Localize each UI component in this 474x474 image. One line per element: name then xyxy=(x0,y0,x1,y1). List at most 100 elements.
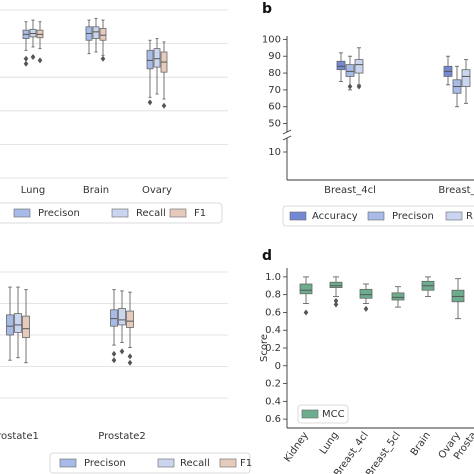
box xyxy=(99,28,107,41)
y-tick-label: 0 xyxy=(275,361,281,372)
box xyxy=(14,313,22,333)
box xyxy=(118,308,126,326)
box-plot xyxy=(99,19,107,62)
legend-label: R xyxy=(466,211,473,222)
box xyxy=(153,48,161,68)
box xyxy=(92,26,100,39)
box-plot xyxy=(299,276,313,316)
x-tick-label: Kidney xyxy=(282,430,311,464)
legend-swatch xyxy=(289,211,307,221)
y-tick-label: 100 xyxy=(262,34,281,45)
box-plot xyxy=(92,17,100,53)
legend-swatch xyxy=(301,409,319,419)
box-plot xyxy=(391,286,405,308)
legend-swatch xyxy=(367,211,385,221)
box-plot xyxy=(443,55,453,86)
y-tick-label: 0.8 xyxy=(265,290,281,301)
legend-label: Recall xyxy=(180,458,210,469)
y-axis-label: Score xyxy=(259,334,270,362)
y-tick-label: 70 xyxy=(268,85,281,96)
legend-label: Precison xyxy=(84,458,126,469)
box-plot xyxy=(6,286,14,361)
x-tick-label: rostate1 xyxy=(0,431,39,442)
outlier xyxy=(333,297,339,304)
legend-label: F1 xyxy=(194,208,206,219)
box xyxy=(299,283,313,295)
x-tick-label: Ovary xyxy=(142,185,172,196)
axis-break xyxy=(282,129,292,135)
x-tick-label: Brain xyxy=(409,430,433,458)
outlier xyxy=(111,350,117,357)
y-tick-label: 0.4 xyxy=(265,396,281,407)
x-tick-label: Lung xyxy=(318,430,341,456)
panel-letter: d xyxy=(262,248,272,264)
legend-label: Recall xyxy=(136,208,166,219)
box xyxy=(354,59,364,74)
box-plot xyxy=(461,59,471,104)
legend-label: F1 xyxy=(240,458,252,469)
outlier xyxy=(363,305,369,312)
legend-frame xyxy=(49,452,251,474)
box-plot xyxy=(421,276,435,297)
box xyxy=(6,314,14,336)
y-tick-label: 1.0 xyxy=(265,272,281,283)
box-plot xyxy=(14,286,22,359)
outlier xyxy=(119,348,125,355)
box-plot xyxy=(110,289,118,364)
y-tick-label: 90 xyxy=(268,51,281,62)
box-plot xyxy=(22,289,30,364)
axis-break xyxy=(282,135,292,141)
box xyxy=(329,281,343,288)
y-tick-label: 50 xyxy=(268,119,281,130)
box-plot xyxy=(452,65,462,108)
box xyxy=(391,292,405,301)
y-tick-label: 0.4 xyxy=(265,325,281,336)
outlier xyxy=(30,54,36,61)
box xyxy=(22,315,30,338)
outlier xyxy=(23,55,29,62)
box-plot xyxy=(354,47,364,90)
legend-swatch xyxy=(59,458,77,468)
outlier xyxy=(333,301,339,308)
legend-swatch xyxy=(169,208,187,218)
box-plot xyxy=(153,38,161,95)
y-tick-label: 0.6 xyxy=(265,307,281,318)
outlier xyxy=(127,353,133,360)
y-tick-label: 0.2 xyxy=(265,343,281,354)
box-plot xyxy=(160,41,168,109)
box-plot xyxy=(336,52,346,82)
box-plot xyxy=(126,291,134,366)
x-tick-label: Breast_4cl xyxy=(324,185,376,196)
outlier xyxy=(147,99,153,106)
legend-swatch xyxy=(157,458,175,468)
box-plot xyxy=(329,276,343,308)
legend-frame xyxy=(0,202,223,224)
box-plot xyxy=(29,19,37,61)
box xyxy=(461,69,471,87)
box-plot xyxy=(345,55,355,91)
x-tick-label: Prostate2 xyxy=(98,431,146,442)
legend-label: Accuracy xyxy=(312,211,358,222)
box xyxy=(359,288,373,299)
outlier xyxy=(23,60,29,67)
legend-swatch xyxy=(13,208,31,218)
outlier xyxy=(127,359,133,366)
outlier xyxy=(161,102,167,109)
box xyxy=(126,310,134,328)
legend-swatch xyxy=(111,208,129,218)
box-plot xyxy=(22,21,30,67)
y-tick-label: 0.6 xyxy=(265,414,281,425)
outlier xyxy=(111,357,117,364)
box xyxy=(110,309,118,327)
legend-frame xyxy=(297,404,349,424)
outlier xyxy=(356,83,362,90)
box-plot xyxy=(118,290,126,355)
outlier xyxy=(100,55,106,62)
x-tick-label: Breast_ xyxy=(438,185,474,196)
box xyxy=(336,60,346,71)
y-tick-label: 10 xyxy=(268,147,281,158)
legend-swatch xyxy=(219,458,237,468)
box-plot xyxy=(451,278,465,320)
